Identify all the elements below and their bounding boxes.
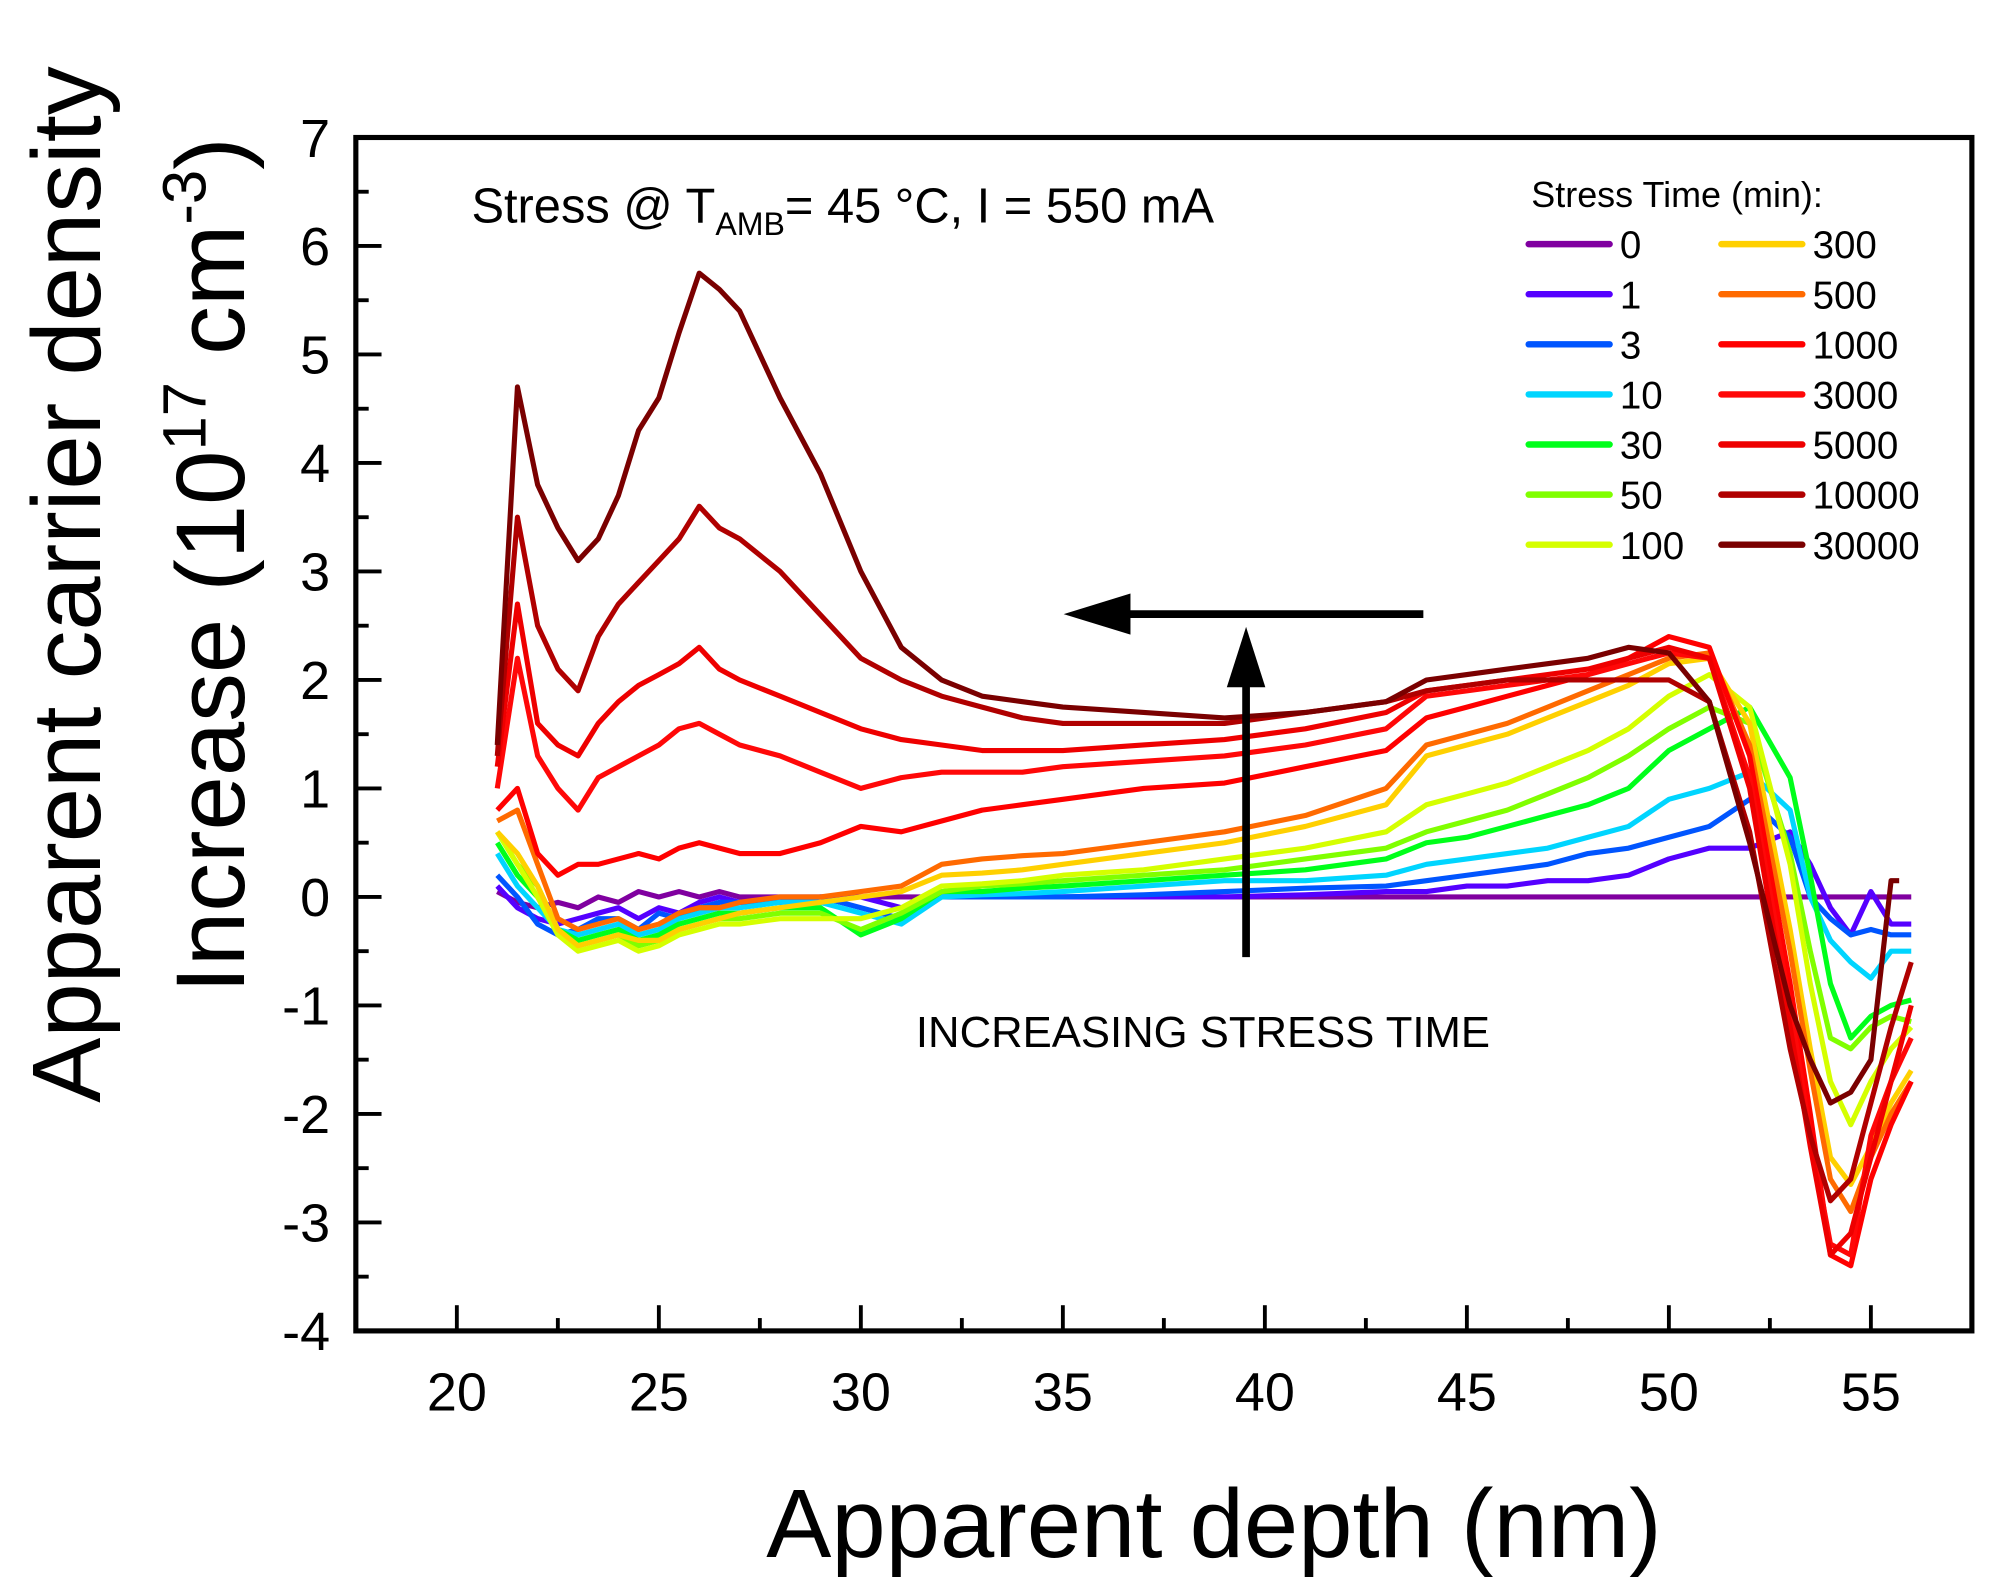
series-line-5000 bbox=[494, 601, 1914, 1258]
x-tick-label: 25 bbox=[629, 1363, 689, 1423]
legend-item-300: 300 bbox=[1718, 224, 1877, 267]
legend-label: 300 bbox=[1813, 224, 1877, 267]
vertical-arrow bbox=[1226, 626, 1266, 958]
legend-item-100: 100 bbox=[1525, 525, 1684, 568]
legend-item-3000: 3000 bbox=[1718, 375, 1899, 418]
legend-item-1: 1 bbox=[1525, 274, 1641, 317]
y-tick-label: 6 bbox=[300, 217, 330, 277]
legend-item-30000: 30000 bbox=[1718, 525, 1920, 568]
y-tick-label: 1 bbox=[300, 760, 330, 820]
series-line-30000 bbox=[494, 270, 1900, 1106]
legend-item-10: 10 bbox=[1525, 375, 1663, 418]
series-line-300 bbox=[495, 655, 1914, 1188]
legend-label: 30 bbox=[1620, 425, 1663, 468]
legend-item-0: 0 bbox=[1525, 224, 1641, 267]
legend-item-50: 50 bbox=[1525, 475, 1663, 518]
arrow-label: INCREASING STRESS TIME bbox=[916, 1008, 1490, 1057]
legend-label: 5000 bbox=[1813, 425, 1899, 468]
x-tick-label: 50 bbox=[1639, 1363, 1699, 1423]
x-tick-label: 35 bbox=[1033, 1363, 1093, 1423]
legend: Stress Time (min): 0 1 3 10 30 50 100 300 500 100… bbox=[1525, 174, 1920, 568]
x-tick-label: 55 bbox=[1841, 1363, 1901, 1423]
legend-item-500: 500 bbox=[1718, 274, 1877, 317]
legend-label: 1000 bbox=[1813, 324, 1899, 367]
y-tick-label: 7 bbox=[300, 109, 330, 169]
y-tick-label: 4 bbox=[300, 434, 330, 494]
legend-label: 50 bbox=[1620, 475, 1663, 518]
y-axis-label-line2: Increase (1017 cm-3) bbox=[151, 137, 266, 993]
plot-frame bbox=[353, 134, 1975, 1334]
legend-title: Stress Time (min): bbox=[1531, 174, 1823, 215]
legend-item-10000: 10000 bbox=[1718, 475, 1920, 518]
plot-lines bbox=[494, 270, 1914, 1269]
x-axis-label: Apparent depth (nm) bbox=[766, 1469, 1661, 1578]
legend-item-30: 30 bbox=[1525, 425, 1663, 468]
x-tick-label: 30 bbox=[831, 1363, 891, 1423]
series-line-100 bbox=[495, 672, 1914, 1128]
horizontal-arrow bbox=[1063, 593, 1424, 635]
y-tick-label: -4 bbox=[282, 1302, 330, 1362]
y-tick-label: 0 bbox=[300, 868, 330, 928]
y-tick-label: 2 bbox=[300, 651, 330, 711]
legend-label: 10 bbox=[1620, 375, 1663, 418]
y-tick-label: -2 bbox=[282, 1085, 330, 1145]
legend-label: 30000 bbox=[1813, 525, 1920, 568]
y-tick-label: -1 bbox=[282, 977, 330, 1037]
legend-label: 1 bbox=[1620, 274, 1641, 317]
legend-label: 100 bbox=[1620, 525, 1684, 568]
x-tick-label: 45 bbox=[1437, 1363, 1497, 1423]
legend-label: 500 bbox=[1813, 274, 1877, 317]
legend-item-5000: 5000 bbox=[1718, 425, 1899, 468]
legend-label: 10000 bbox=[1813, 475, 1920, 518]
legend-label: 3 bbox=[1620, 324, 1641, 367]
legend-item-1000: 1000 bbox=[1718, 324, 1899, 367]
series-line-500 bbox=[496, 650, 1914, 1215]
y-axis-label-line1: Apparent carrier density bbox=[12, 66, 121, 1103]
x-tick-label: 20 bbox=[427, 1363, 487, 1423]
y-tick-label: 3 bbox=[300, 543, 330, 603]
y-tick-label: 5 bbox=[300, 326, 330, 386]
x-tick-label: 40 bbox=[1235, 1363, 1295, 1423]
series-line-1000 bbox=[495, 633, 1914, 1269]
legend-label: 3000 bbox=[1813, 375, 1899, 418]
legend-label: 0 bbox=[1620, 224, 1641, 267]
legend-item-3: 3 bbox=[1525, 324, 1641, 367]
y-tick-label: -3 bbox=[282, 1194, 330, 1254]
stress-annotation: Stress @ TAMB= 45 °C, I = 550 mA bbox=[471, 179, 1214, 242]
